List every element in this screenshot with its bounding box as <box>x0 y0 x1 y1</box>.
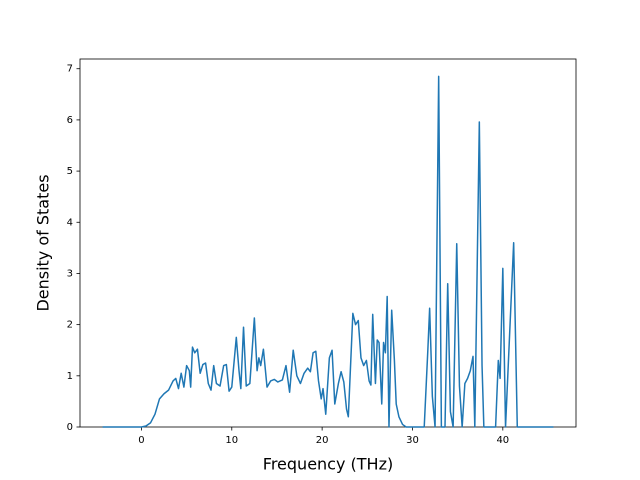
x-tick-label: 0 <box>138 435 144 446</box>
x-tick-label: 40 <box>496 435 509 446</box>
line <box>102 75 554 428</box>
y-tick-label: 6 <box>67 115 73 126</box>
x-tick-label: 30 <box>406 435 419 446</box>
y-tick-label: 2 <box>67 320 73 331</box>
y-axis-label: Density of States <box>34 174 53 311</box>
y-tick-label: 3 <box>67 268 73 279</box>
x-tick-label: 20 <box>316 435 329 446</box>
x-axis-label: Frequency (THz) <box>263 455 393 474</box>
y-tick-label: 5 <box>67 166 73 177</box>
y-tick-label: 0 <box>67 422 73 433</box>
axes-frame <box>79 58 577 428</box>
y-tick-label: 1 <box>67 371 73 382</box>
y-tick-label: 7 <box>67 64 73 75</box>
x-tick-label: 10 <box>225 435 238 446</box>
y-tick-label: 4 <box>67 217 73 228</box>
